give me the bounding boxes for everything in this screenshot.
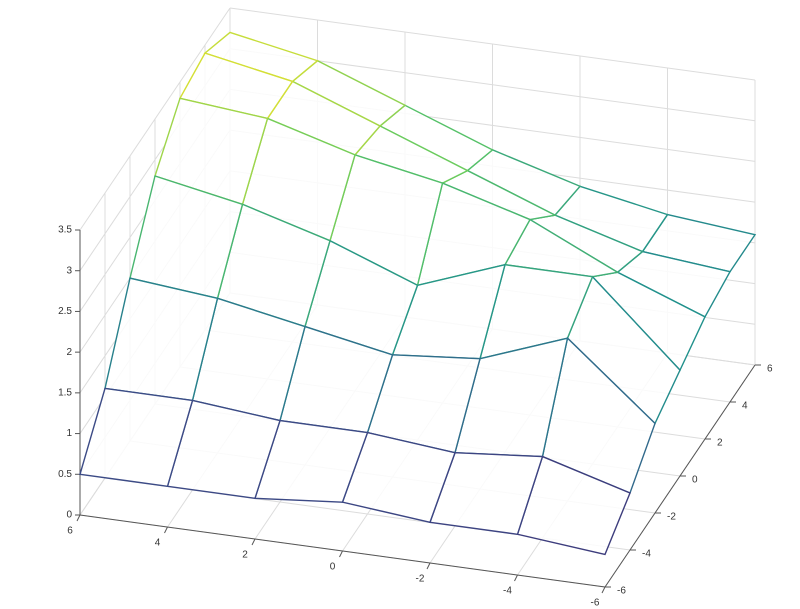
x-tick-label: -6: [591, 598, 600, 609]
wall-grid-z: [229, 7, 756, 81]
x-tick-label: 4: [155, 538, 161, 549]
z-tick-label: 3: [66, 265, 72, 276]
z-tick-label: 2.5: [58, 306, 72, 317]
y-tick-label: 6: [767, 364, 773, 375]
x-tick-label: 2: [242, 550, 248, 561]
y-tick-label: 2: [717, 438, 723, 449]
y-tick-label: 0: [692, 475, 698, 486]
x-tick: [339, 550, 343, 558]
y-tick-label: -4: [642, 549, 651, 560]
x-tick: [164, 526, 168, 534]
mesh-cell: [79, 387, 194, 488]
wall-grid-z: [79, 7, 231, 231]
y-tick-label: -2: [667, 512, 676, 523]
x-tick: [251, 538, 256, 546]
x-tick: [76, 514, 81, 522]
x-tick-label: 6: [67, 526, 73, 537]
z-tick-label: 0: [66, 510, 72, 521]
x-tick: [426, 562, 431, 570]
x-tick-label: -4: [503, 586, 512, 597]
x-tick: [514, 574, 518, 582]
y-tick-label: -6: [617, 586, 626, 597]
z-tick-label: 2: [66, 347, 72, 358]
z-tick-label: 0.5: [58, 469, 72, 480]
y-tick-label: 4: [742, 401, 748, 412]
z-tick-label: 1.5: [58, 387, 72, 398]
x-tick: [601, 586, 606, 594]
x-tick-label: -2: [416, 574, 425, 585]
x-tick-label: 0: [330, 562, 336, 573]
z-tick-label: 1: [66, 428, 72, 439]
z-tick-label: 3.5: [58, 225, 72, 236]
